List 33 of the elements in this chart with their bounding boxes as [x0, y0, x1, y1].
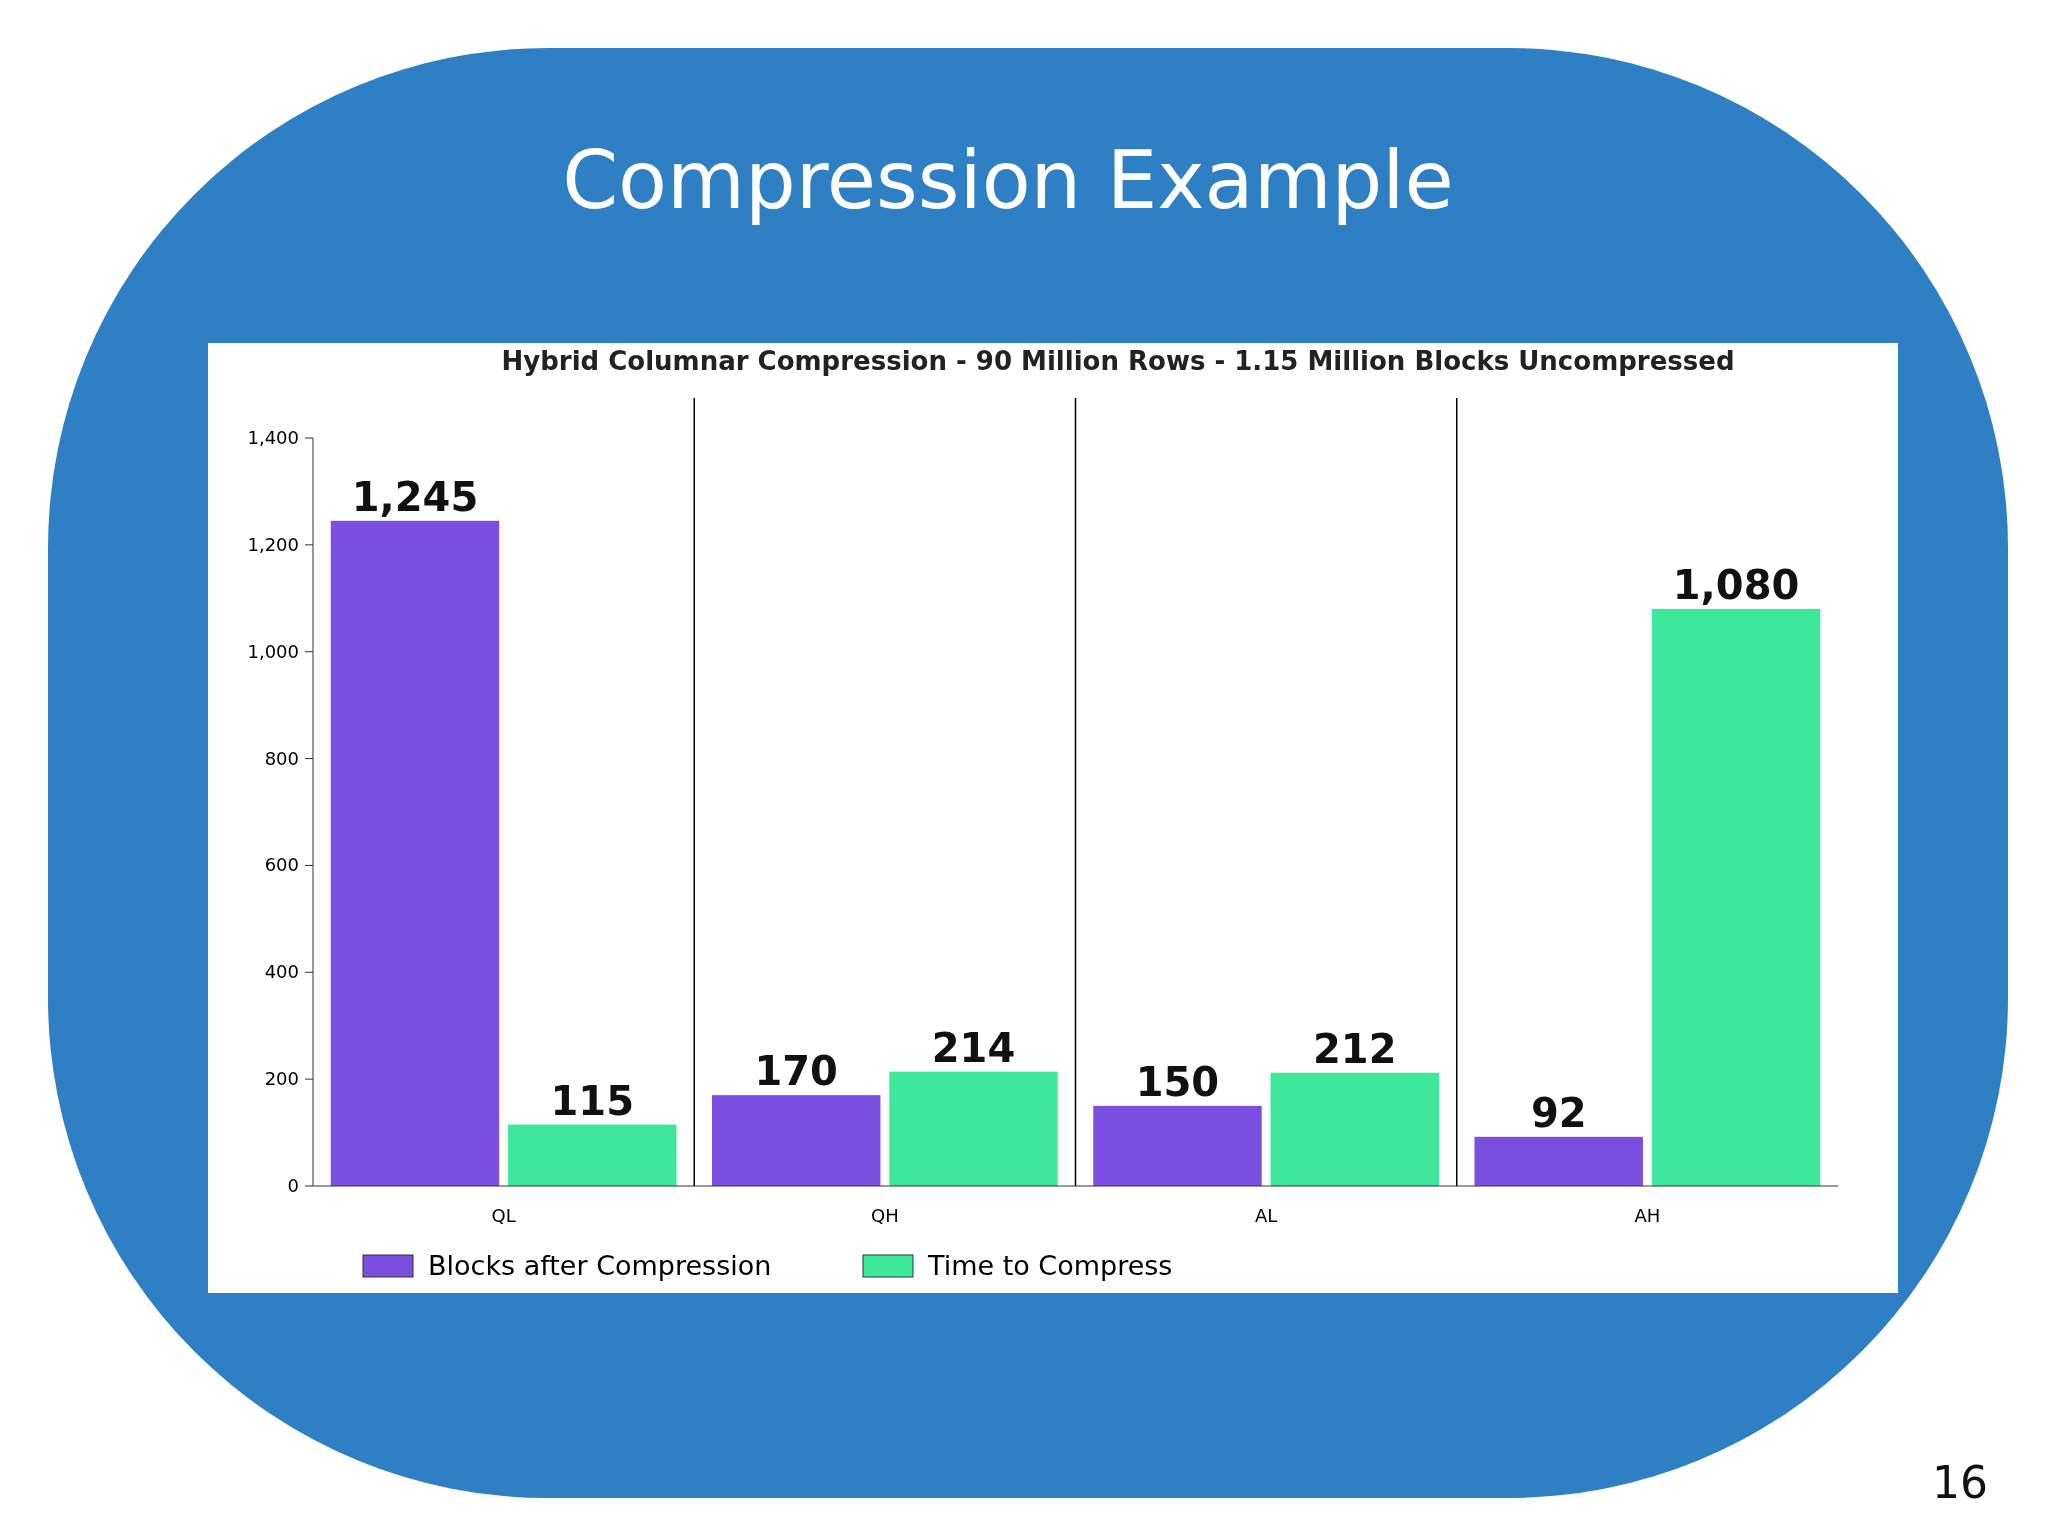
data-label: 115 — [550, 1077, 635, 1124]
y-tick-label: 1,400 — [247, 427, 299, 448]
x-tick-label: QL — [491, 1205, 516, 1226]
x-tick-label: AL — [1254, 1205, 1278, 1226]
x-tick-label: QH — [871, 1205, 899, 1226]
data-label: 1,080 — [1672, 561, 1800, 608]
data-label: 214 — [931, 1024, 1016, 1071]
data-label: 92 — [1530, 1089, 1587, 1136]
data-label: 212 — [1313, 1025, 1397, 1072]
bar — [711, 1095, 881, 1186]
y-tick-label: 1,200 — [247, 533, 299, 555]
y-tick-label: 800 — [264, 747, 299, 769]
bar — [1651, 608, 1821, 1186]
y-tick-label: 1,000 — [247, 640, 299, 662]
bar — [1270, 1072, 1440, 1186]
data-label: 170 — [754, 1048, 838, 1095]
chart-subtitle: Hybrid Columnar Compression - 90 Million Rows - 1.15 Million Blocks Uncompressed — [501, 346, 1735, 376]
y-tick-label: 200 — [264, 1068, 299, 1090]
y-tick-label: 600 — [264, 854, 299, 876]
text: 16 — [1932, 1457, 1988, 1508]
x-tick-label: AH — [1634, 1205, 1661, 1226]
data-label: 1,245 — [351, 473, 479, 520]
bar — [1093, 1105, 1262, 1186]
bar — [508, 1124, 677, 1186]
y-tick-label: 400 — [264, 961, 299, 983]
legend-label: Blocks after Compression — [428, 1250, 772, 1281]
y-tick-label: 0 — [287, 1175, 299, 1196]
bar — [889, 1071, 1058, 1186]
chart-title: Compression Example — [562, 134, 1454, 227]
legend-label: Time to Compress — [927, 1250, 1173, 1281]
data-label: 150 — [1135, 1058, 1220, 1105]
bar — [1474, 1136, 1643, 1186]
bar — [330, 520, 500, 1186]
